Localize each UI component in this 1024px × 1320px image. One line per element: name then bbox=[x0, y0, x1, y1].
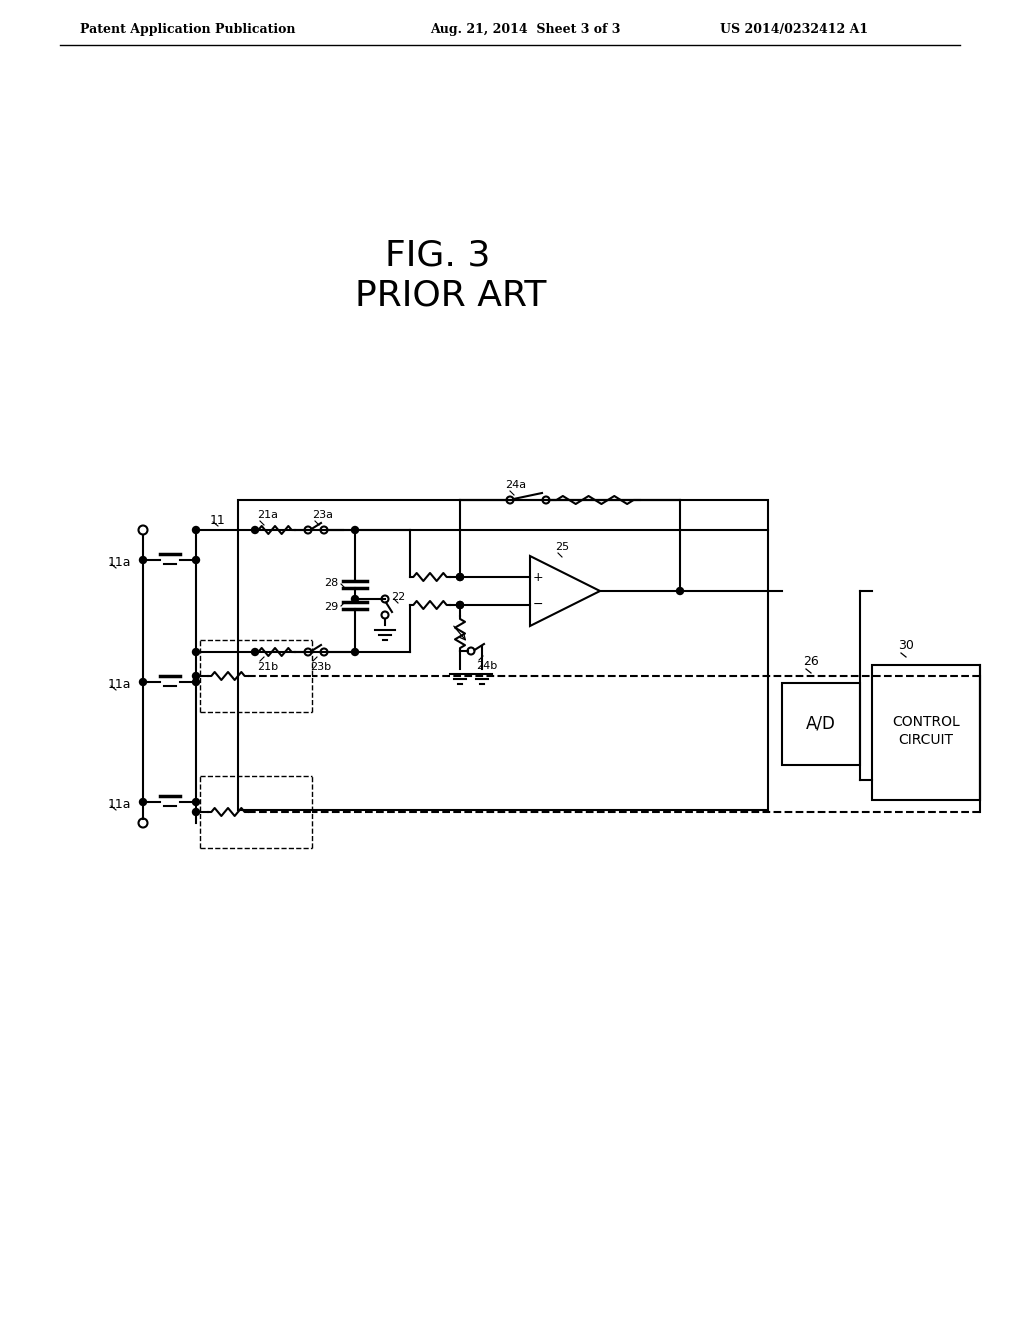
Text: 25: 25 bbox=[555, 543, 569, 552]
Circle shape bbox=[252, 648, 258, 656]
Circle shape bbox=[457, 602, 464, 609]
Circle shape bbox=[457, 573, 464, 581]
Circle shape bbox=[193, 799, 200, 805]
Text: 21b: 21b bbox=[257, 663, 279, 672]
Text: 21a: 21a bbox=[257, 510, 278, 520]
Text: A/D: A/D bbox=[806, 715, 836, 733]
Circle shape bbox=[351, 527, 358, 533]
Circle shape bbox=[139, 678, 146, 685]
Text: −: − bbox=[532, 598, 544, 611]
Text: 23a: 23a bbox=[312, 510, 333, 520]
Text: 11: 11 bbox=[210, 513, 225, 527]
Circle shape bbox=[139, 799, 146, 805]
Text: FIG. 3: FIG. 3 bbox=[385, 238, 490, 272]
Text: +: + bbox=[532, 572, 544, 585]
Bar bbox=[872, 665, 980, 800]
Text: PRIOR ART: PRIOR ART bbox=[355, 279, 547, 312]
Text: Patent Application Publication: Patent Application Publication bbox=[80, 24, 296, 37]
Circle shape bbox=[677, 587, 683, 594]
Circle shape bbox=[193, 648, 200, 656]
Text: 23b: 23b bbox=[310, 663, 331, 672]
Text: 11a: 11a bbox=[108, 799, 131, 812]
Circle shape bbox=[351, 595, 358, 602]
Circle shape bbox=[193, 678, 200, 685]
Text: 22: 22 bbox=[391, 591, 406, 602]
Circle shape bbox=[457, 573, 464, 581]
Circle shape bbox=[193, 808, 200, 816]
Text: 29: 29 bbox=[324, 602, 338, 612]
Text: 11a: 11a bbox=[108, 678, 131, 692]
Text: US 2014/0232412 A1: US 2014/0232412 A1 bbox=[720, 24, 868, 37]
Circle shape bbox=[193, 527, 200, 533]
Circle shape bbox=[351, 648, 358, 656]
Text: 26: 26 bbox=[803, 655, 819, 668]
Text: 28: 28 bbox=[324, 578, 338, 587]
Text: Aug. 21, 2014  Sheet 3 of 3: Aug. 21, 2014 Sheet 3 of 3 bbox=[430, 24, 621, 37]
Text: 30: 30 bbox=[898, 639, 913, 652]
Text: CIRCUIT: CIRCUIT bbox=[898, 733, 953, 747]
Text: 24a: 24a bbox=[505, 480, 526, 490]
Circle shape bbox=[457, 602, 464, 609]
Circle shape bbox=[193, 557, 200, 564]
Bar bbox=[782, 682, 860, 766]
Circle shape bbox=[139, 557, 146, 564]
Text: 11a: 11a bbox=[108, 557, 131, 569]
Bar bbox=[238, 500, 768, 810]
Circle shape bbox=[252, 527, 258, 533]
Text: CONTROL: CONTROL bbox=[892, 715, 959, 729]
Circle shape bbox=[193, 672, 200, 680]
Text: 24b: 24b bbox=[476, 661, 498, 671]
